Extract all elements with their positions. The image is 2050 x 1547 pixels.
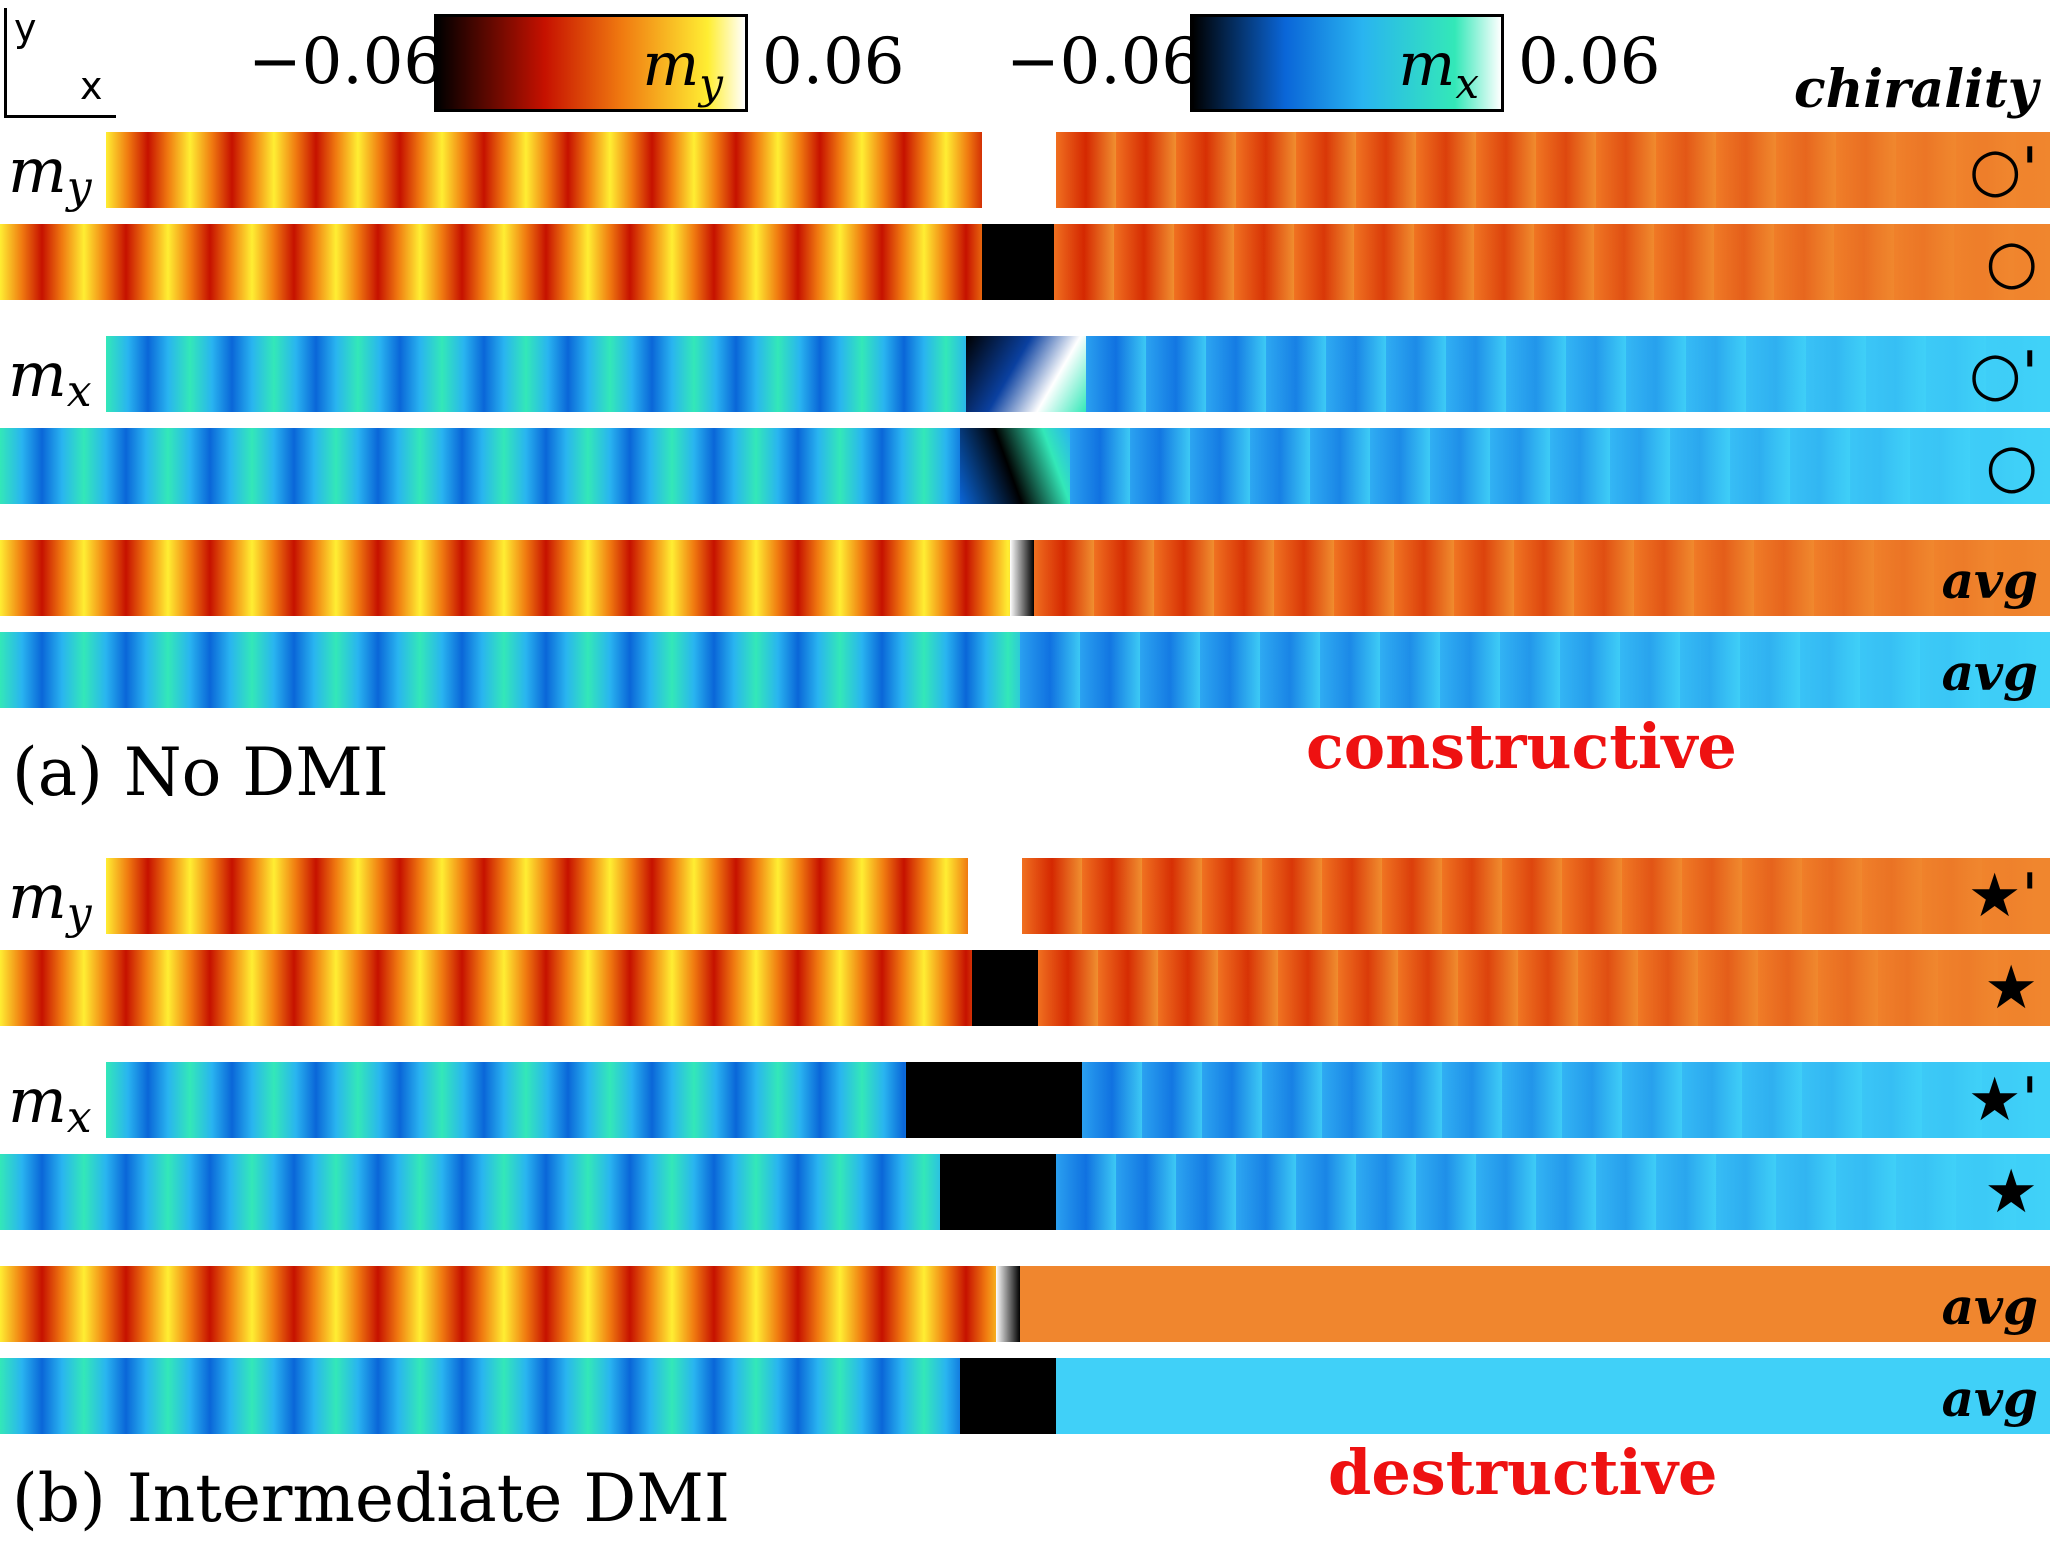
mx-colorbar-label: mx [1398,30,1479,108]
mx-colorbar-max: 0.06 [1518,25,1661,99]
left-region [106,132,982,208]
right-region [1022,858,2050,934]
panel-a-row-2-chirality: ○ [1985,227,2038,297]
panel-b-row-1-chirality: ★' [1967,861,2038,931]
left-region [0,1358,960,1434]
left-region [0,224,982,300]
panel-a-row-5-chirality: avg [1941,551,2038,610]
panel-a-row-5-my-avg-map [0,540,2050,616]
defect-region [960,1358,1056,1434]
panel-a-row-3-mx-map [106,336,2050,412]
x-axis-line [4,115,116,118]
defect-region [940,1154,1056,1230]
panel-b-mx-label: mx [8,1064,92,1143]
y-axis-label: y [14,6,37,50]
panel-a-row-4-chirality: ○ [1985,431,2038,501]
defect-region [982,224,1054,300]
panel-a-row-1-my-map [106,132,2050,208]
panel-b-row-6-mx-avg-map [0,1358,2050,1434]
panel-a-caption: (a) No DMI [12,734,389,811]
left-region [106,1062,906,1138]
panel-b-row-6-chirality: avg [1941,1369,2038,1428]
my-colorbar-label: my [642,30,723,108]
chirality-header: chirality [1793,59,2038,120]
right-region [1020,1266,2050,1342]
axes-indicator: y x [0,0,120,120]
left-region [0,1154,940,1230]
panel-b-row-5-my-avg-map [0,1266,2050,1342]
panel-b-row-4-chirality: ★ [1984,1157,2038,1227]
defect-region [996,1266,1020,1342]
panel-a-row-4-mx-map [0,428,2050,504]
panel-b-caption: (b) Intermediate DMI [12,1460,730,1537]
my-colorbar-max: 0.06 [762,25,905,99]
right-region [1056,1358,2050,1434]
y-axis-line [4,8,7,118]
panel-a-row-3-chirality: ○' [1969,339,2038,409]
panel-b-row-2-my-map [0,950,2050,1026]
left-region [106,858,968,934]
right-region [1082,1062,2050,1138]
right-region [1086,336,2050,412]
panel-b-row-4-mx-map [0,1154,2050,1230]
left-region [0,950,972,1026]
x-axis-label: x [80,64,103,108]
panel-b-my-label: my [8,860,92,939]
panel-b-row-2-chirality: ★ [1984,953,2038,1023]
mx-colorbar-min: −0.06 [1006,25,1203,99]
panel-b-verdict: destructive [1328,1436,1718,1509]
panel-b-row-3-mx-map [106,1062,2050,1138]
panel-a-mx-label: mx [8,338,92,417]
defect-region [960,428,1070,504]
panel-a-my-label: my [8,134,92,213]
mx-colorbar: mx [1190,14,1504,112]
my-colorbar: my [434,14,748,112]
right-region [1020,632,2050,708]
left-region [0,428,1000,504]
right-region [1038,950,2050,1026]
left-region [0,540,1010,616]
right-region [1056,132,2050,208]
left-region [0,632,1020,708]
defect-region [972,950,1038,1026]
defect-region [1010,540,1034,616]
panel-a-row-6-chirality: avg [1941,643,2038,702]
panel-b-row-3-chirality: ★' [1967,1065,2038,1135]
my-colorbar-min: −0.06 [248,25,445,99]
panel-a-verdict: constructive [1306,710,1737,783]
panel-b-row-1-my-map [106,858,2050,934]
right-region [1054,224,2050,300]
panel-a-row-1-chirality: ○' [1969,135,2038,205]
defect-region [966,336,1086,412]
right-region [1070,428,2050,504]
panel-b-row-5-chirality: avg [1941,1277,2038,1336]
panel-a-row-6-mx-avg-map [0,632,2050,708]
right-region [1056,1154,2050,1230]
left-region [0,1266,996,1342]
left-region [106,336,1006,412]
right-region [1034,540,2050,616]
defect-region [906,1062,1082,1138]
panel-a-row-2-my-map [0,224,2050,300]
